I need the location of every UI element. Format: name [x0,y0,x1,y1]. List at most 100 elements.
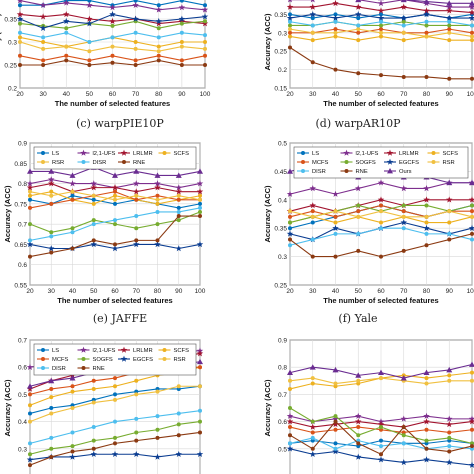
data-point-RNE [470,76,474,81]
data-point-Ours [355,372,362,378]
data-point-LRLMR [377,7,385,14]
data-point-EGCFS [154,453,161,460]
x-tick-label: 80 [155,91,163,98]
data-point-RNE [49,454,54,459]
x-tick-label: 80 [423,91,431,98]
data-point-RNE [379,73,383,78]
data-point-l2,1-UFS [69,180,76,187]
data-point-EGCFS [201,13,209,20]
data-point-EGCFS [16,15,24,22]
y-tick-label: 0.5 [278,446,287,453]
data-point-Ours [378,369,384,376]
data-point-RSR [176,193,181,198]
x-tick-label: 70 [132,91,140,98]
y-tick-label: 0.8 [18,181,27,188]
data-point-LRLMR [155,20,162,27]
x-tick-label: 30 [309,91,317,98]
data-point-EGCFS [423,11,430,18]
data-point-Ours [400,375,407,381]
data-point-RSR [87,49,92,54]
data-point-DISR [49,234,54,239]
data-point-l2,1-UFS [355,412,362,419]
data-point-RSR [133,46,138,51]
data-point-Ours [287,168,293,174]
data-point-RNE [70,449,75,454]
data-point-LS [333,441,338,446]
data-point-LRLMR [468,418,474,425]
data-point-LS [379,12,383,17]
data-point-DISR [113,419,117,424]
data-point-LRLMR [423,418,430,425]
legend-label: RNE [93,366,105,372]
data-point-RNE [424,243,429,248]
data-point-DISR [198,408,202,413]
x-tick-label: 100 [467,288,474,295]
y-tick-label: 0.35 [4,17,17,24]
x-tick-label: 20 [286,288,294,295]
legend-label: RSR [174,357,186,363]
data-point-RNE [134,438,139,443]
data-point-SCFS [179,40,184,44]
x-axis-label: The number of selected features [323,99,438,108]
data-point-l2,1-UFS [154,180,161,187]
data-point-MCFS [424,427,429,432]
data-point-l2,1-UFS [26,363,34,370]
x-tick-label: 70 [400,288,408,295]
data-point-Ours [69,172,76,178]
data-point-LRLMR [286,3,294,10]
data-point-SCFS [424,220,429,225]
legend-label: LRLMR [133,151,153,157]
data-point-RSR [424,381,429,386]
data-point-DISR [401,226,406,231]
data-point-MCFS [113,376,117,381]
data-point-RNE [288,45,292,50]
data-point-LRLMR [48,180,55,187]
data-point-RSR [70,406,75,410]
data-point-EGCFS [26,241,34,248]
data-point-SCFS [447,38,452,43]
x-tick-label: 50 [355,91,363,98]
data-point-SOGFS [70,226,75,231]
data-point-Ours [446,0,453,6]
data-point-EGCFS [332,448,339,455]
data-point-RNE [470,231,474,236]
data-point-RSR [356,214,361,219]
legend-marker [344,160,349,164]
data-point-SCFS [133,40,138,44]
data-point-DISR [110,35,115,40]
data-point-SCFS [379,220,383,225]
data-point-RSR [447,209,452,214]
data-point-DISR [310,23,315,28]
legend-label: l2,1-UFS [356,151,379,157]
y-tick-label: 0.5 [18,392,27,399]
legend-label: SCFS [174,151,190,157]
data-point-l2,1-UFS [196,180,204,187]
data-point-RNE [310,254,315,259]
data-point-RSR [379,376,383,381]
data-point-RSR [18,40,22,44]
x-tick-label: 80 [154,288,162,295]
data-point-SCFS [424,376,429,381]
data-point-RSR [134,193,139,198]
data-point-RSR [310,214,315,219]
x-tick-label: 80 [423,288,431,295]
data-point-EGCFS [286,230,294,237]
data-point-Ours [446,366,453,373]
data-point-RSR [28,419,32,424]
legend-marker [431,151,436,155]
data-point-EGCFS [355,453,362,460]
data-point-LRLMR [111,184,119,191]
data-point-l2,1-UFS [309,185,316,192]
legend-marker [41,151,45,155]
data-point-EGCFS [63,17,70,25]
data-point-DISR [470,23,474,28]
data-point-DISR [310,237,315,242]
data-point-EGCFS [446,14,453,21]
data-point-DISR [198,205,202,210]
y-tick-label: 0.8 [278,365,287,372]
data-point-l2,1-UFS [48,176,55,183]
legend-marker [387,168,393,174]
data-point-SOGFS [155,222,160,227]
data-point-l2,1-UFS [468,415,474,422]
data-point-LRLMR [86,15,93,22]
